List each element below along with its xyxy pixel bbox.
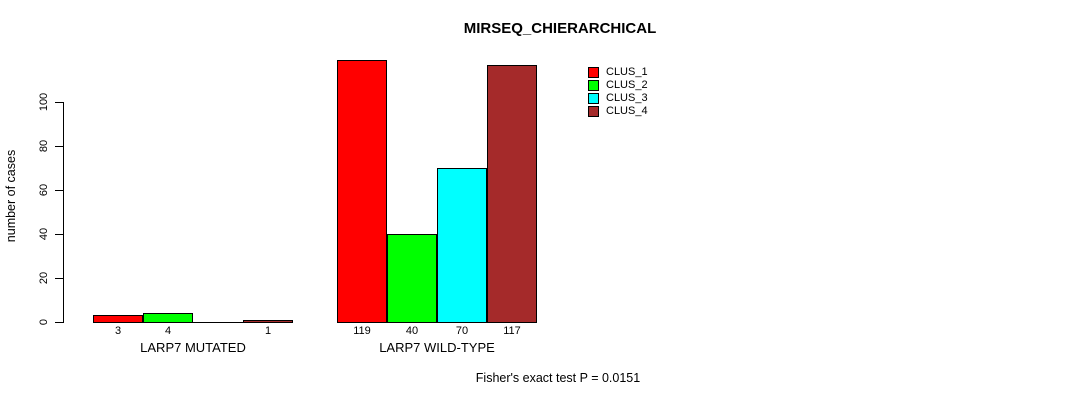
y-tick: [55, 102, 63, 103]
y-tick: [55, 322, 63, 323]
y-axis-line: [63, 102, 64, 323]
y-tick: [55, 234, 63, 235]
legend-swatch-clus_4: [588, 106, 599, 117]
legend-label: CLUS_3: [606, 92, 648, 104]
bar-clus_1: [93, 315, 143, 323]
bar-clus_1: [337, 60, 387, 323]
group-label: LARP7 MUTATED: [140, 340, 246, 355]
bar-value-label: 119: [353, 325, 371, 337]
y-axis-label: number of cases: [4, 149, 18, 243]
group-baseline: [93, 322, 293, 323]
y-tick-label: 20: [38, 271, 50, 285]
y-tick: [55, 190, 63, 191]
legend-swatch-clus_2: [588, 80, 599, 91]
bar-clus_4: [243, 319, 293, 323]
bar-value-label: 70: [455, 325, 469, 337]
bar-clus_3: [437, 168, 487, 323]
fisher-test-annotation: Fisher's exact test P = 0.0151: [475, 371, 641, 385]
bar-value-label: 1: [264, 325, 272, 337]
y-tick-label: 0: [38, 318, 50, 326]
y-tick: [55, 146, 63, 147]
legend-swatch-clus_3: [588, 93, 599, 104]
y-tick: [55, 278, 63, 279]
bar-clus_2: [143, 313, 193, 323]
bar-value-label: 117: [503, 325, 521, 337]
bar-clus_2: [387, 234, 437, 323]
chart-title: MIRSEQ_CHIERARCHICAL: [463, 20, 657, 37]
y-tick-label: 100: [38, 92, 50, 112]
bar-value-label: 40: [405, 325, 419, 337]
legend-label: CLUS_4: [606, 105, 648, 117]
legend-label: CLUS_2: [606, 79, 648, 91]
y-tick-label: 60: [38, 183, 50, 197]
legend-swatch-clus_1: [588, 67, 599, 78]
y-tick-label: 40: [38, 227, 50, 241]
group-label: LARP7 WILD-TYPE: [379, 340, 495, 355]
bar-clus_4: [487, 64, 537, 323]
bar-value-label: 3: [114, 325, 122, 337]
legend-label: CLUS_1: [606, 66, 648, 78]
y-tick-label: 80: [38, 139, 50, 153]
bar-value-label: 4: [164, 325, 172, 337]
